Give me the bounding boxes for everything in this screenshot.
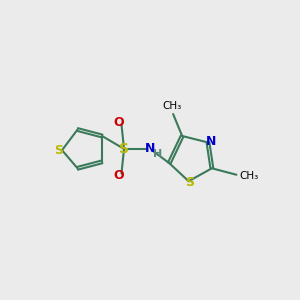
Text: N: N [145,142,155,155]
Text: CH₃: CH₃ [239,171,259,181]
Text: H: H [153,148,162,159]
Text: S: S [119,142,129,156]
Text: O: O [114,116,124,129]
Text: S: S [185,176,194,189]
Text: S: S [54,144,63,157]
Text: O: O [114,169,124,182]
Text: CH₃: CH₃ [162,101,182,111]
Text: N: N [206,135,216,148]
